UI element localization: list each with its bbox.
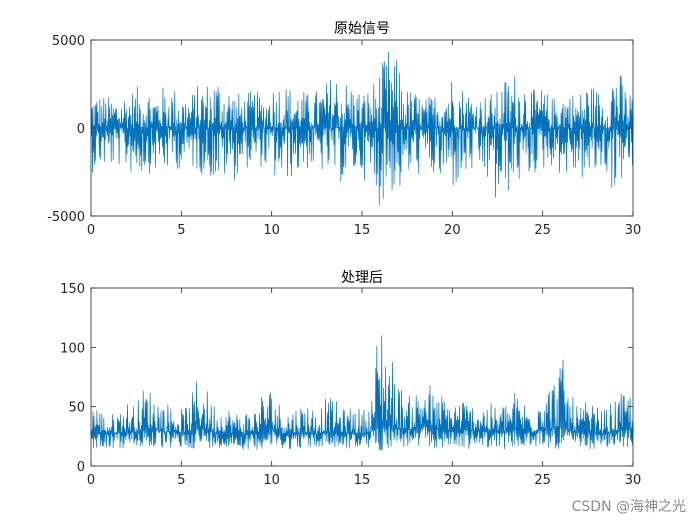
top-x-tick-label: 20 (444, 223, 461, 238)
top-y-tick-label: -5000 (47, 210, 85, 225)
watermark: CSDN @海神之光 (571, 499, 686, 515)
top-x-tick-label: 25 (534, 223, 551, 238)
top-x-tick-label: 15 (354, 223, 371, 238)
bottom-x-tick-label: 15 (354, 473, 371, 488)
bottom-y-tick-label: 100 (60, 341, 85, 356)
top-subplot-title: 原始信号 (334, 21, 390, 37)
top-x-tick-label: 0 (87, 223, 95, 238)
bottom-x-tick-label: 25 (534, 473, 551, 488)
bottom-x-tick-label: 20 (444, 473, 461, 488)
bottom-x-tick-label: 30 (625, 473, 642, 488)
top-x-tick-label: 5 (177, 223, 185, 238)
bottom-y-tick-label: 150 (60, 282, 85, 297)
top-x-tick-label: 10 (263, 223, 280, 238)
bottom-subplot-title: 处理后 (341, 270, 383, 286)
bottom-subplot: 处理后 0 5 10 15 20 25 30 0 50 100 150 (60, 270, 641, 488)
bottom-signal-line (90, 335, 634, 451)
top-x-tick-label: 30 (625, 223, 642, 238)
bottom-plot-area: 0 5 10 15 20 25 30 0 50 100 150 (60, 282, 641, 488)
bottom-x-tick-label: 10 (263, 473, 280, 488)
top-signal-line (90, 52, 634, 206)
bottom-x-tick-label: 5 (177, 473, 185, 488)
bottom-y-tick-label: 50 (68, 401, 85, 416)
top-y-tick-label: 5000 (52, 34, 85, 49)
top-y-tick-label: 0 (77, 122, 85, 137)
bottom-y-tick-label: 0 (77, 460, 85, 475)
bottom-axes-background (91, 288, 633, 466)
bottom-x-tick-label: 0 (87, 473, 95, 488)
